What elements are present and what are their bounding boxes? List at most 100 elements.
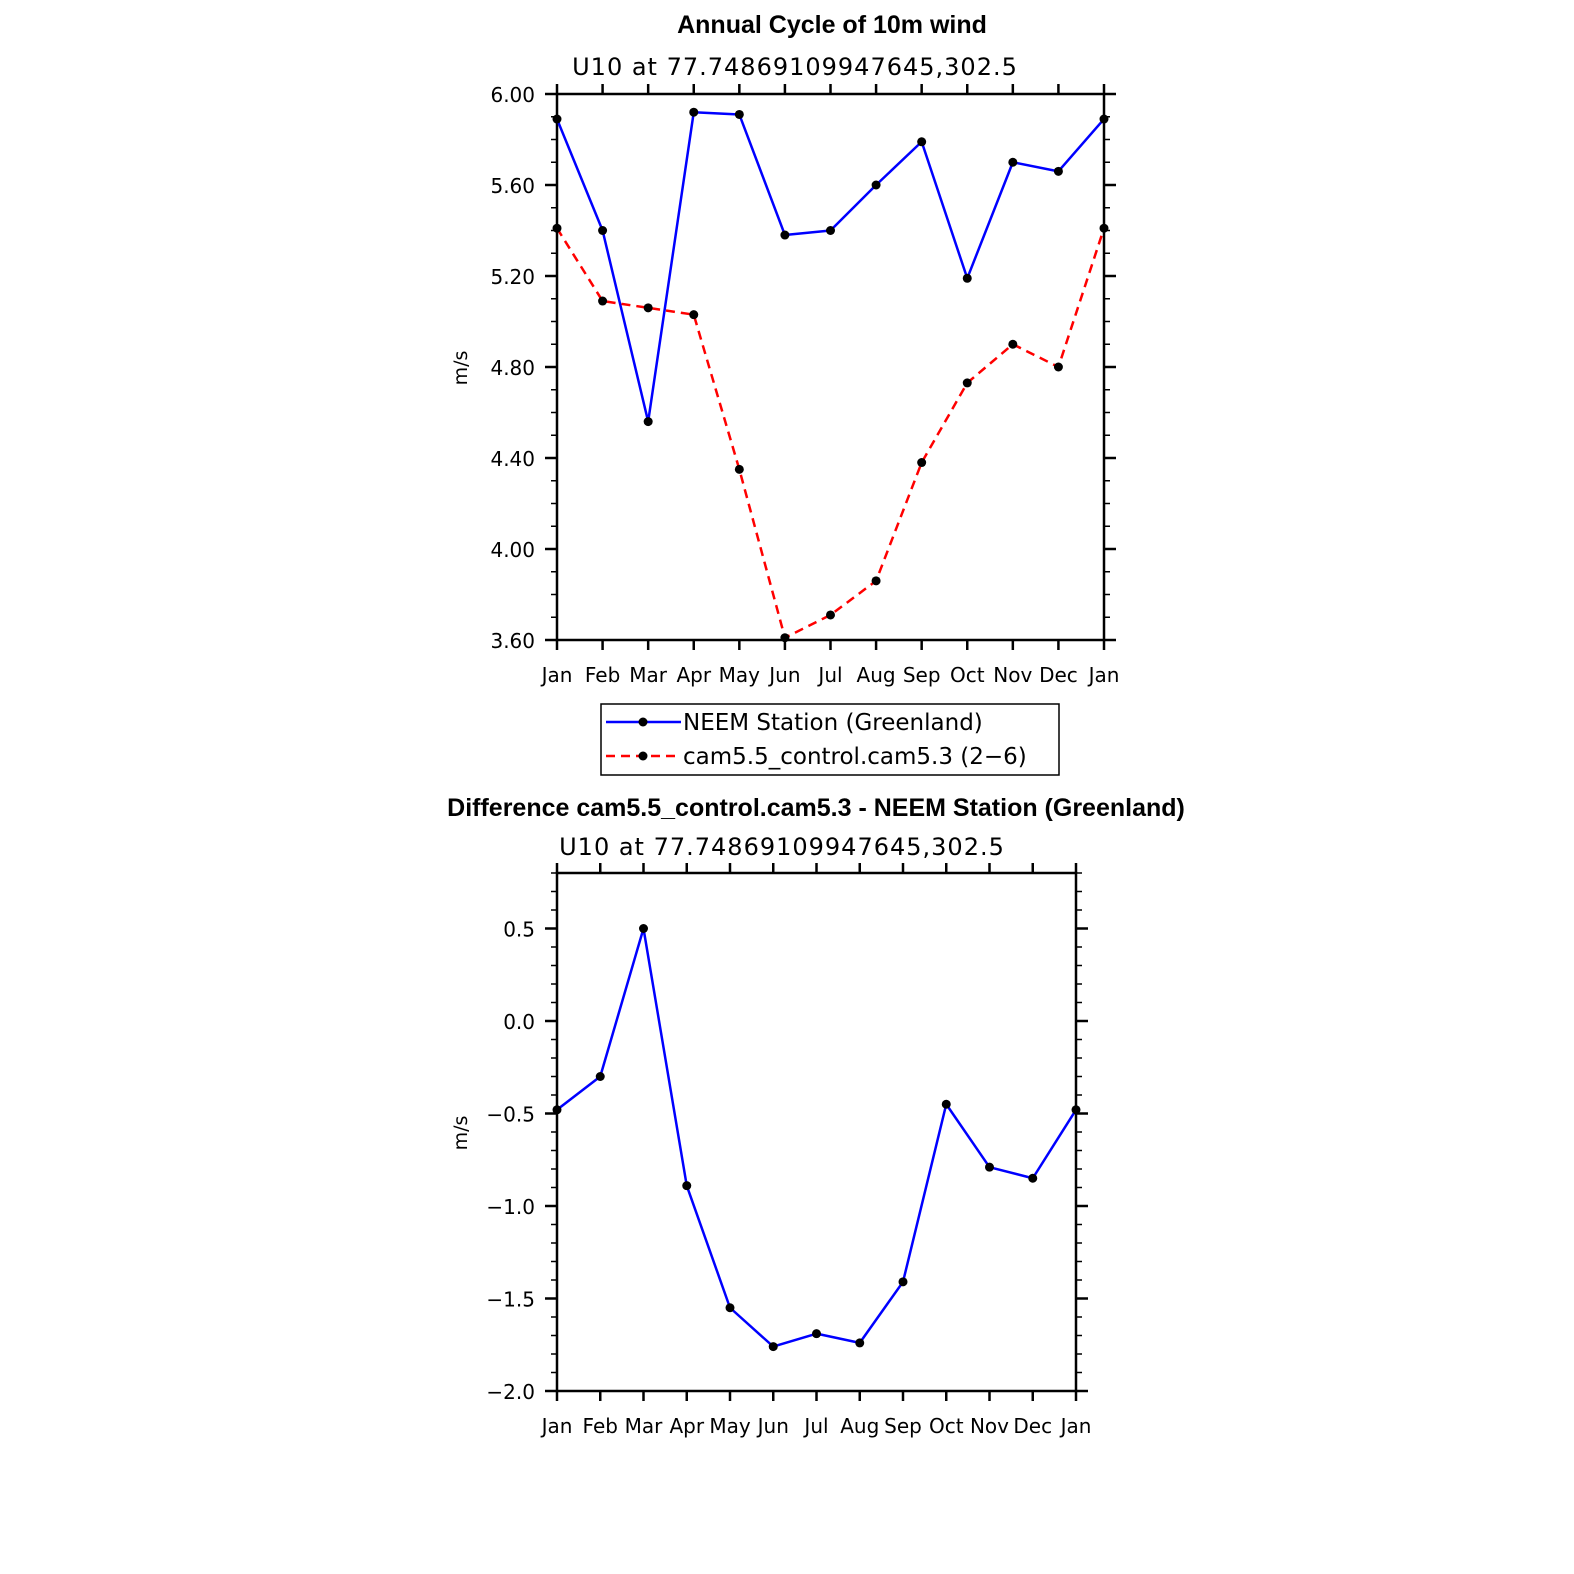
y-tick-label: 6.00 — [490, 83, 535, 107]
x-tick-label: Sep — [903, 663, 941, 687]
y-tick-label: 4.40 — [490, 447, 535, 471]
y-axis-label: m/s — [450, 1116, 472, 1151]
data-point — [780, 633, 790, 643]
data-point — [812, 1329, 821, 1339]
data-point — [552, 114, 562, 124]
y-tick-label: 3.60 — [490, 629, 535, 653]
data-point — [598, 296, 608, 306]
legend-label-cam: cam5.5_control.cam5.3 (2−6) — [683, 744, 1027, 770]
x-tick-label: Apr — [676, 663, 711, 687]
x-tick-label: Jan — [1087, 663, 1120, 687]
data-point — [917, 458, 927, 468]
x-tick-label: May — [719, 663, 761, 687]
y-tick-label: 4.00 — [490, 538, 535, 562]
data-point — [643, 417, 653, 427]
chart-subtitle: U10 at 77.74869109947645,302.5 — [559, 833, 1005, 861]
data-point — [552, 1105, 562, 1115]
x-tick-label: Apr — [669, 1414, 704, 1438]
x-tick-label: Oct — [950, 663, 985, 687]
x-tick-label: Feb — [583, 1414, 618, 1438]
data-point — [1008, 339, 1018, 349]
data-point — [552, 223, 562, 233]
x-tick-label: Dec — [1039, 663, 1078, 687]
series-line-1 — [555, 227, 1106, 639]
chart-title: Difference cam5.5_control.cam5.3 - NEEM … — [447, 794, 1185, 822]
data-point — [1053, 362, 1063, 372]
data-point — [941, 1099, 951, 1109]
series-line-0 — [556, 927, 1078, 1348]
data-point — [1099, 114, 1109, 124]
x-tick-label: Jan — [1059, 1414, 1092, 1438]
legend-marker-cam — [638, 751, 648, 761]
y-tick-label: 0.5 — [503, 918, 535, 942]
y-tick-label: 4.80 — [490, 356, 535, 380]
data-point — [962, 378, 972, 388]
y-tick-label: −1.0 — [486, 1195, 535, 1219]
data-point — [985, 1162, 994, 1172]
data-point — [898, 1277, 908, 1287]
data-point — [871, 180, 881, 190]
data-point — [639, 924, 648, 933]
data-point — [682, 1181, 692, 1191]
x-tick-label: Jul — [816, 663, 842, 687]
x-tick-label: Aug — [857, 663, 896, 687]
plot-area: Jan Feb Mar Apr May Jun Jul Aug Sep Oct Nov Dec Jan3… — [490, 83, 1119, 687]
x-tick-label: Feb — [585, 663, 620, 687]
data-point — [734, 464, 744, 474]
legend-label-neem: NEEM Station (Greenland) — [683, 710, 983, 736]
x-tick-label: Jan — [540, 1414, 573, 1438]
x-tick-label: Nov — [970, 1414, 1009, 1438]
annual-cycle-chart: Annual Cycle of 10m wind U10 at 77.74869… — [450, 11, 1119, 776]
y-tick-label: 5.60 — [490, 174, 535, 198]
data-point — [826, 610, 835, 620]
difference-chart: Difference cam5.5_control.cam5.3 - NEEM … — [447, 794, 1185, 1438]
legend-marker-neem — [638, 717, 648, 727]
y-axis-label: m/s — [450, 351, 472, 386]
y-tick-label: −1.5 — [486, 1288, 535, 1312]
chart-title: Annual Cycle of 10m wind — [677, 11, 987, 39]
data-point — [768, 1342, 778, 1352]
data-point — [1071, 1105, 1081, 1115]
y-tick-label: 5.20 — [490, 265, 535, 289]
x-tick-label: May — [709, 1414, 751, 1438]
data-point — [643, 303, 653, 313]
data-point — [855, 1338, 865, 1348]
plot-area: Jan Feb Mar Apr May Jun Jul Aug Sep Oct Nov Dec Jan−… — [486, 863, 1091, 1438]
x-tick-label: Mar — [625, 1414, 664, 1438]
x-tick-label: Jan — [540, 663, 573, 687]
data-point — [826, 226, 835, 235]
y-tick-label: −0.5 — [486, 1103, 535, 1127]
data-point — [689, 107, 699, 117]
x-tick-label: Oct — [929, 1414, 964, 1438]
data-point — [598, 226, 608, 235]
legend-box — [600, 703, 1060, 776]
data-point — [962, 273, 972, 283]
data-point — [734, 109, 744, 119]
plot-frame — [555, 92, 1106, 642]
x-tick-label: Sep — [884, 1414, 922, 1438]
series-line-0 — [555, 110, 1105, 423]
data-point — [871, 576, 881, 586]
x-tick-label: Jun — [767, 663, 800, 687]
data-point — [1053, 166, 1063, 176]
data-point — [725, 1303, 735, 1313]
x-tick-label: Mar — [629, 663, 668, 687]
x-tick-label: Aug — [840, 1414, 879, 1438]
x-tick-label: Jul — [802, 1414, 828, 1438]
data-point — [917, 137, 927, 147]
chart-subtitle: U10 at 77.74869109947645,302.5 — [572, 53, 1018, 81]
data-point — [780, 230, 790, 240]
data-point — [1008, 157, 1018, 167]
data-point — [1028, 1173, 1038, 1183]
x-tick-label: Jun — [756, 1414, 789, 1438]
data-point — [1099, 223, 1109, 233]
data-point — [689, 310, 699, 320]
data-point — [595, 1072, 605, 1081]
y-tick-label: −2.0 — [486, 1380, 535, 1404]
y-tick-label: 0.0 — [503, 1010, 535, 1034]
legend: NEEM Station (Greenland) cam5.5_control.… — [600, 703, 1060, 776]
x-tick-label: Nov — [993, 663, 1032, 687]
plot-frame — [555, 871, 1078, 1393]
x-tick-label: Dec — [1013, 1414, 1052, 1438]
